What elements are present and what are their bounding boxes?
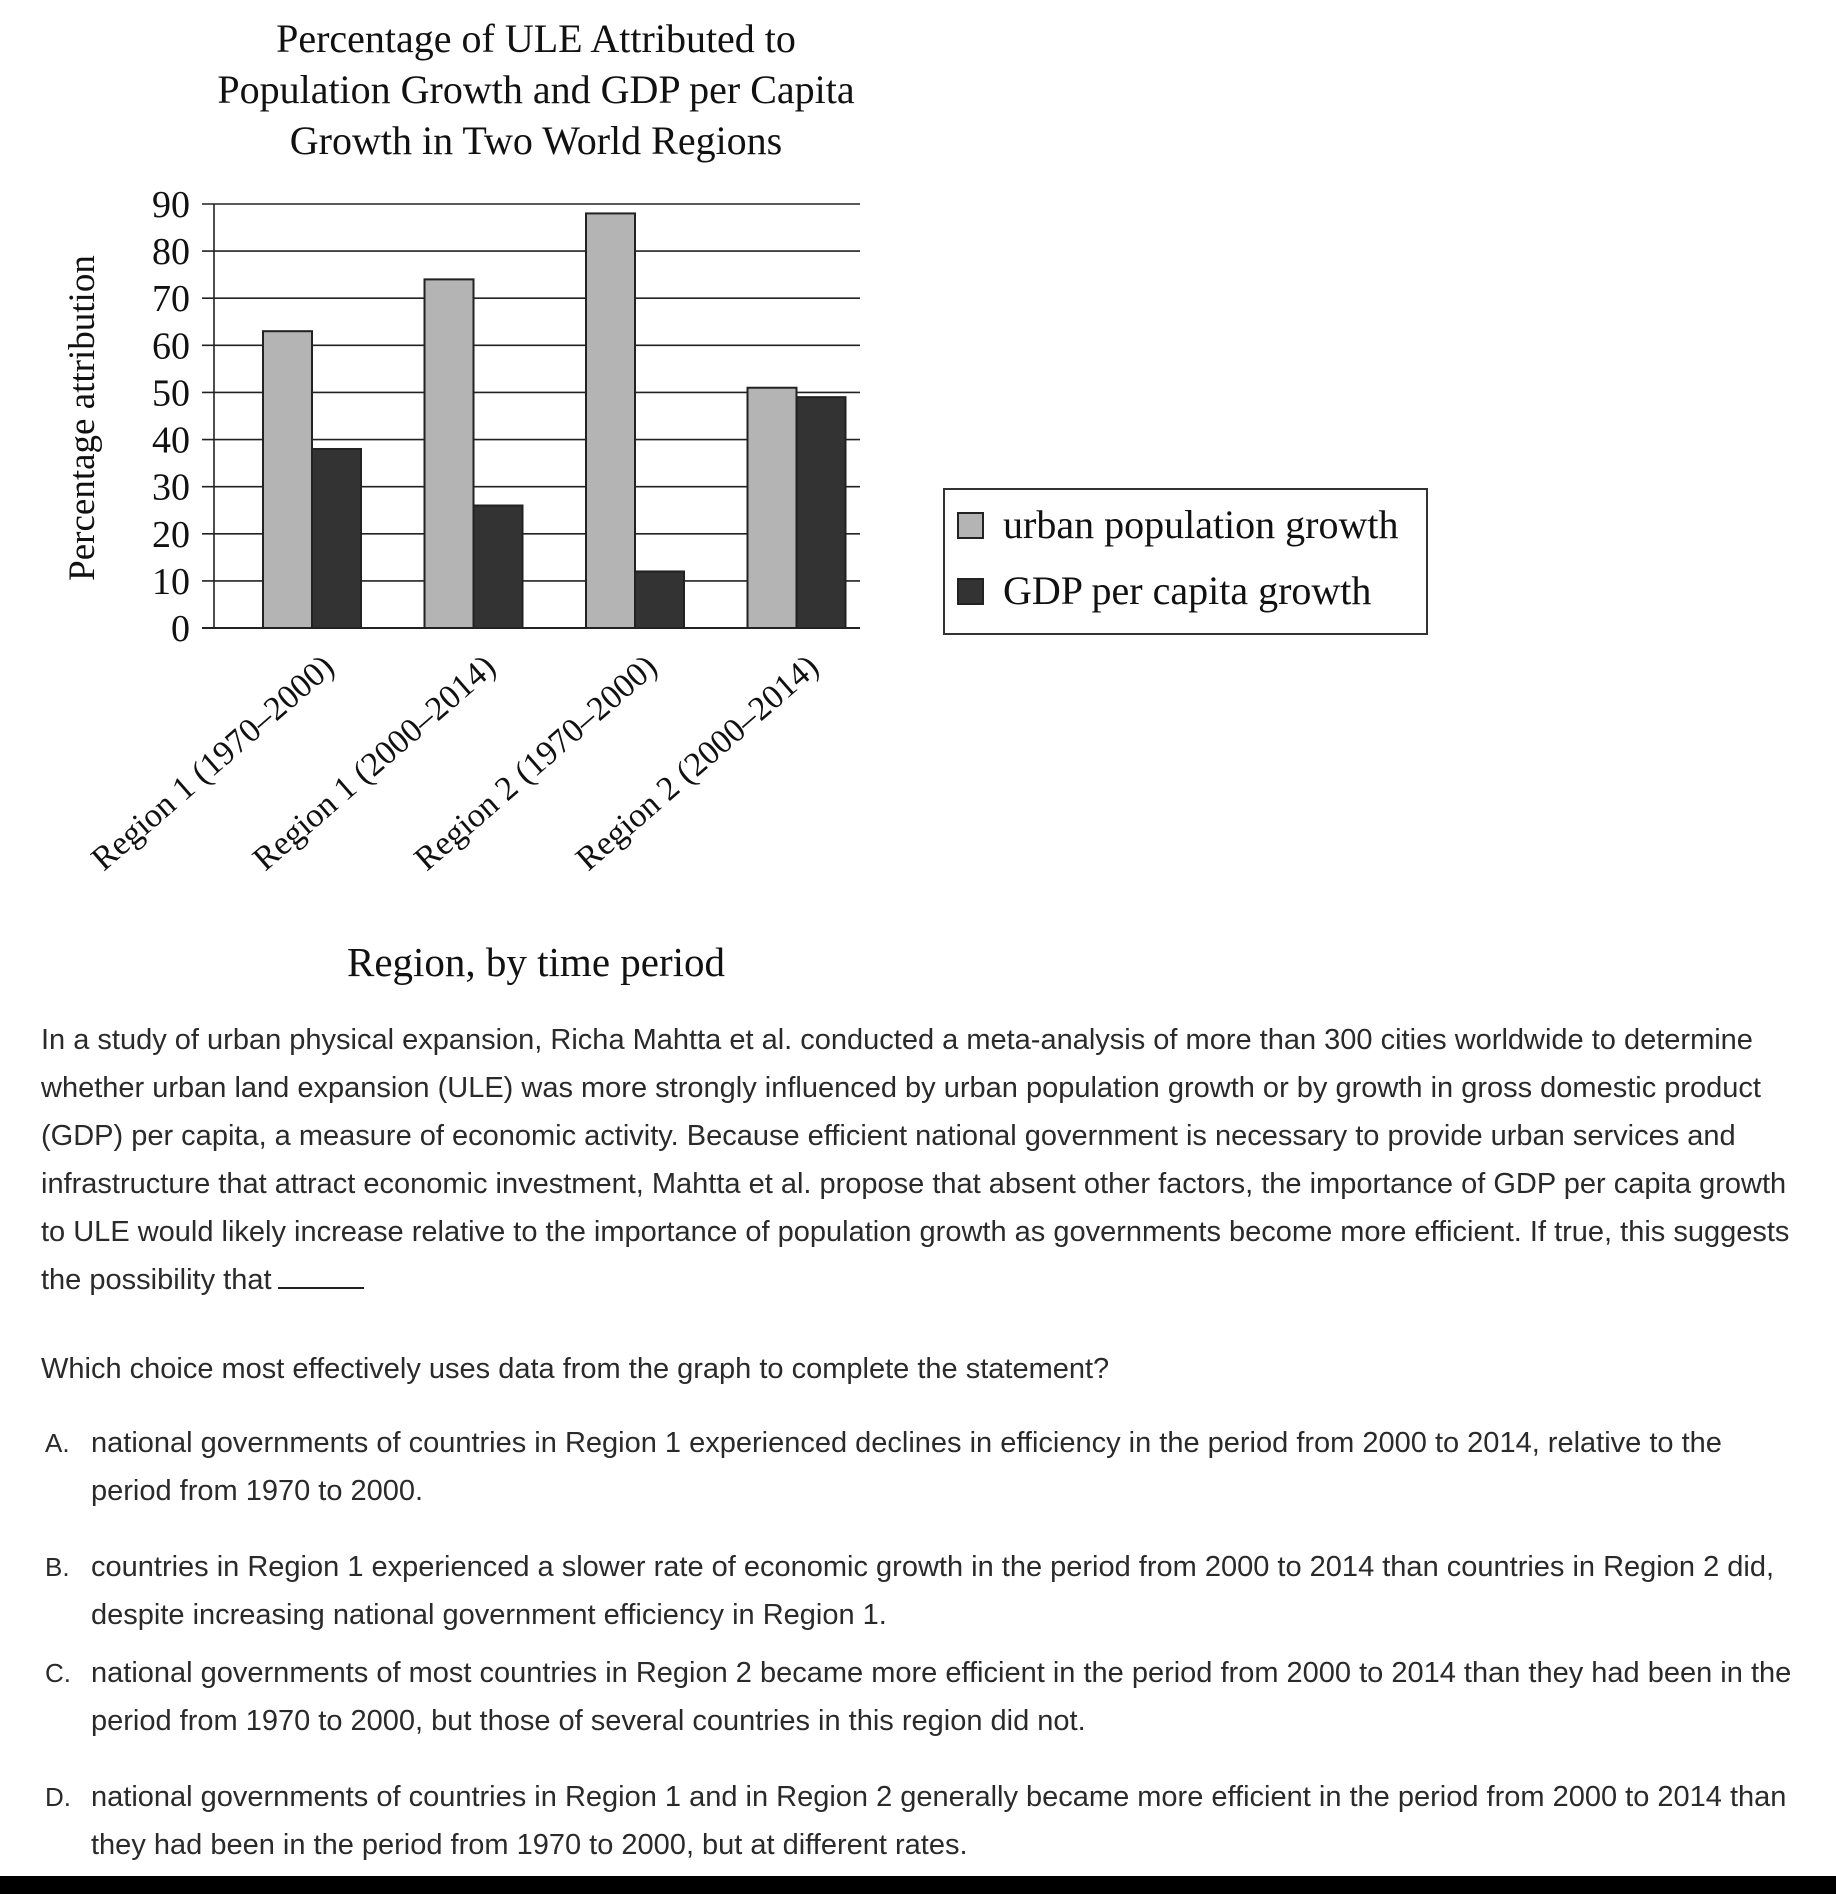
y-tick-label: 80: [152, 231, 190, 273]
bar-urban: [585, 212, 636, 630]
y-tick-label: 20: [152, 514, 190, 556]
chart-title-line: Growth in Two World Regions: [290, 118, 783, 163]
legend-label-gdp: GDP per capita growth: [1003, 568, 1371, 613]
y-tick-label: 50: [152, 372, 190, 414]
x-axis-ticks: Region 1 (1970–2000)Region 1 (2000–2014)…: [85, 648, 826, 878]
bar-gdp: [795, 396, 847, 629]
y-tick-label: 10: [152, 561, 190, 603]
choice-letter: D.: [45, 1782, 71, 1812]
legend-box: [943, 488, 1428, 635]
question-stem: Which choice most effectively uses data …: [41, 1353, 1110, 1385]
bar-gdp: [634, 570, 685, 630]
bar-urban: [746, 386, 798, 629]
y-tick-label: 40: [152, 420, 190, 462]
choice-text: national governments of countries in Reg…: [91, 1427, 1722, 1507]
choice-c[interactable]: C. national governments of most countrie…: [45, 1649, 1805, 1745]
bar-gdp: [472, 504, 524, 629]
choice-text: national governments of countries in Reg…: [91, 1781, 1787, 1861]
y-tick-label: 0: [171, 608, 190, 650]
chart-title-line: Percentage of ULE Attributed to: [276, 16, 796, 61]
y-tick-label: 30: [152, 467, 190, 509]
chart-title-line: Population Growth and GDP per Capita: [217, 67, 855, 112]
y-tick-label: 90: [152, 184, 190, 226]
bars: [262, 212, 847, 630]
bar-chart: Percentage of ULE Attributed to Populatio…: [62, 16, 1428, 985]
bottom-bar: [0, 1876, 1836, 1894]
legend-swatch-urban: [957, 512, 984, 539]
y-axis-ticks: 0 10 20 30 40 50 60 70 80 90: [152, 184, 190, 650]
bar-urban: [423, 278, 475, 629]
y-axis-label: Percentage attribution: [62, 255, 103, 581]
y-tick-label: 70: [152, 278, 190, 320]
chart-title: Percentage of ULE Attributed to Populatio…: [217, 16, 855, 163]
answer-blank: [277, 1259, 364, 1289]
choice-a[interactable]: A. national governments of countries in …: [45, 1419, 1805, 1515]
bar-urban: [262, 330, 313, 629]
choice-text: countries in Region 1 experienced a slow…: [91, 1551, 1775, 1631]
axes: [202, 204, 860, 629]
x-axis-label: Region, by time period: [347, 939, 725, 985]
legend-label-urban: urban population growth: [1003, 502, 1399, 547]
choice-letter: A.: [45, 1428, 70, 1458]
passage-text: In a study of urban physical expansion, …: [41, 1024, 1790, 1296]
choice-letter: B.: [45, 1552, 70, 1582]
choice-d[interactable]: D. national governments of countries in …: [45, 1773, 1805, 1869]
legend: urban population growth GDP per capita g…: [943, 488, 1428, 635]
choice-letter: C.: [45, 1658, 71, 1688]
choice-text: national governments of most countries i…: [91, 1657, 1792, 1737]
y-tick-label: 60: [152, 325, 190, 367]
legend-swatch-gdp: [957, 578, 984, 605]
passage: In a study of urban physical expansion, …: [41, 1016, 1801, 1304]
choice-b[interactable]: B. countries in Region 1 experienced a s…: [45, 1543, 1805, 1639]
bar-gdp: [311, 447, 362, 629]
